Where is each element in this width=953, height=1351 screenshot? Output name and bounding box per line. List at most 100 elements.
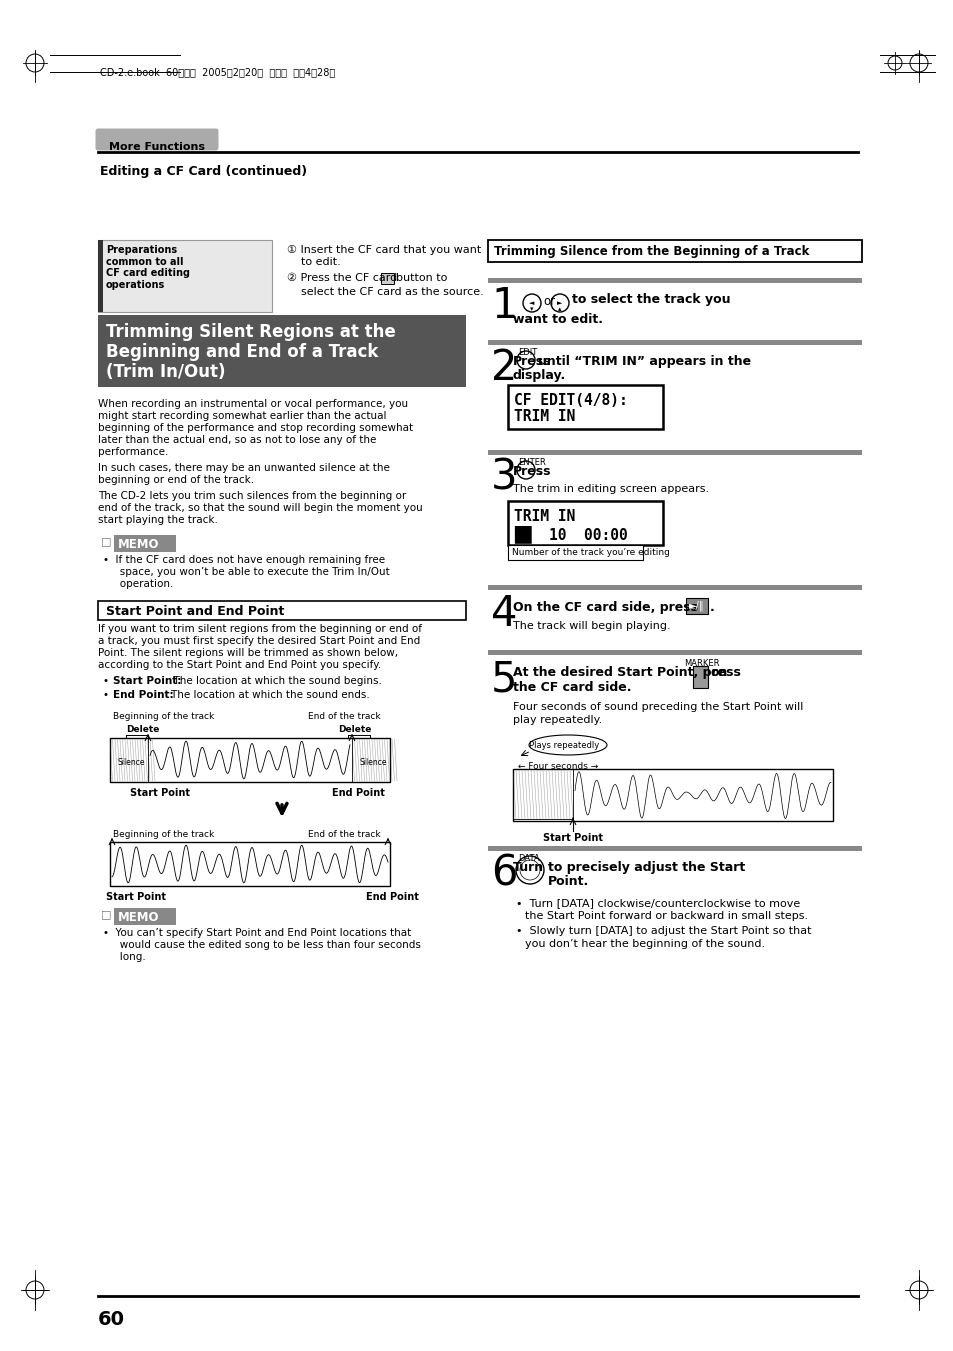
Text: The track will begin playing.: The track will begin playing. (513, 621, 670, 631)
Bar (110, 738, 148, 782)
Text: Press: Press (513, 465, 551, 478)
Text: The location at which the sound ends.: The location at which the sound ends. (158, 690, 370, 700)
Text: ENTER: ENTER (517, 458, 545, 467)
Text: Point.: Point. (547, 875, 589, 888)
Bar (507, 385, 662, 430)
Text: 1: 1 (491, 285, 517, 327)
Bar (507, 501, 662, 544)
Text: beginning or end of the track.: beginning or end of the track. (98, 476, 253, 485)
Text: •: • (103, 676, 115, 686)
Text: end of the track, so that the sound will begin the moment you: end of the track, so that the sound will… (98, 503, 422, 513)
Text: Silence: Silence (118, 758, 146, 767)
Bar (98, 315, 465, 386)
Text: Delete: Delete (126, 725, 159, 734)
Text: MARKER: MARKER (683, 659, 719, 667)
Text: The location at which the sound begins.: The location at which the sound begins. (167, 676, 381, 686)
Text: Four seconds of sound preceding the Start Point will: Four seconds of sound preceding the Star… (513, 703, 802, 712)
Text: select the CF card as the source.: select the CF card as the source. (287, 286, 483, 297)
Text: DATA: DATA (517, 854, 539, 863)
Text: the Start Point forward or backward in small steps.: the Start Point forward or backward in s… (524, 911, 807, 921)
Text: •: • (103, 690, 115, 700)
Text: Plays repeatedly: Plays repeatedly (529, 740, 598, 750)
Text: beginning of the performance and stop recording somewhat: beginning of the performance and stop re… (98, 423, 413, 434)
Bar (98, 240, 272, 312)
Text: If you want to trim silent regions from the beginning or end of: If you want to trim silent regions from … (98, 624, 421, 634)
Text: CF EDIT(4/8):: CF EDIT(4/8): (514, 393, 627, 408)
Text: a track, you must first specify the desired Start Point and End: a track, you must first specify the desi… (98, 636, 420, 646)
Text: ►: ► (557, 300, 562, 305)
Text: •  If the CF card does not have enough remaining free: • If the CF card does not have enough re… (103, 555, 385, 565)
Bar (488, 585, 862, 590)
Text: .: . (709, 601, 714, 613)
Text: •  Turn [DATA] clockwise/counterclockwise to move: • Turn [DATA] clockwise/counterclockwise… (516, 898, 800, 908)
Text: On the CF card side, press: On the CF card side, press (513, 601, 698, 613)
Text: 2: 2 (491, 347, 517, 389)
Text: Trimming Silent Regions at the: Trimming Silent Regions at the (106, 323, 395, 340)
Text: Trimming Silence from the Beginning of a Track: Trimming Silence from the Beginning of a… (494, 245, 808, 258)
Text: would cause the edited song to be less than four seconds: would cause the edited song to be less t… (110, 940, 420, 950)
Bar (98, 535, 175, 553)
Text: (Trim In/Out): (Trim In/Out) (106, 363, 225, 381)
Bar (513, 769, 832, 821)
Text: End Point: End Point (366, 892, 418, 902)
Text: CD-2.e.book  60ページ  2005年2月20日  日曜日  午後4時28分: CD-2.e.book 60ページ 2005年2月20日 日曜日 午後4時28分 (100, 68, 335, 77)
Bar (488, 846, 862, 851)
Text: Preparations
common to all
CF card editing
operations: Preparations common to all CF card editi… (106, 245, 190, 290)
Text: according to the Start Point and End Point you specify.: according to the Start Point and End Poi… (98, 661, 381, 670)
Text: End of the track: End of the track (308, 712, 380, 721)
Text: 5: 5 (491, 658, 517, 700)
Bar (352, 738, 390, 782)
Bar (488, 278, 862, 282)
Text: display.: display. (513, 369, 566, 382)
Text: The trim in editing screen appears.: The trim in editing screen appears. (513, 484, 708, 494)
Text: you don’t hear the beginning of the sound.: you don’t hear the beginning of the soun… (524, 939, 764, 948)
Text: Beginning and End of a Track: Beginning and End of a Track (106, 343, 378, 361)
Text: 4: 4 (491, 593, 517, 635)
Text: MEMO: MEMO (118, 538, 159, 551)
Text: play repeatedly.: play repeatedly. (513, 715, 601, 725)
Text: to select the track you: to select the track you (572, 293, 730, 305)
Text: 6: 6 (491, 852, 517, 894)
Text: until “TRIM IN” appears in the: until “TRIM IN” appears in the (537, 355, 750, 367)
Text: might start recording somewhat earlier than the actual: might start recording somewhat earlier t… (98, 411, 386, 422)
Text: 60: 60 (98, 1310, 125, 1329)
Text: long.: long. (110, 952, 146, 962)
Text: space, you won’t be able to execute the Trim In/Out: space, you won’t be able to execute the … (110, 567, 390, 577)
Bar (685, 598, 707, 613)
Text: □: □ (101, 536, 112, 546)
Text: □: □ (101, 909, 112, 919)
Text: 3: 3 (491, 457, 517, 499)
Text: Editing a CF Card (continued): Editing a CF Card (continued) (100, 165, 307, 178)
Bar (98, 908, 113, 925)
Text: TRIM IN: TRIM IN (514, 409, 575, 424)
FancyBboxPatch shape (95, 128, 218, 150)
Text: ▴: ▴ (558, 305, 561, 312)
Text: Start Point:: Start Point: (112, 676, 181, 686)
Text: •  Slowly turn [DATA] to adjust the Start Point so that: • Slowly turn [DATA] to adjust the Start… (516, 925, 811, 936)
Text: start playing the track.: start playing the track. (98, 515, 217, 526)
Text: At the desired Start Point, press: At the desired Start Point, press (513, 666, 740, 680)
Text: End Point:: End Point: (112, 690, 173, 700)
Bar (488, 340, 862, 345)
Text: In such cases, there may be an unwanted silence at the: In such cases, there may be an unwanted … (98, 463, 390, 473)
Text: Beginning of the track: Beginning of the track (112, 830, 214, 839)
Text: performance.: performance. (98, 447, 168, 457)
Text: The CD-2 lets you trim such silences from the beginning or: The CD-2 lets you trim such silences fro… (98, 490, 406, 501)
Bar (380, 273, 394, 284)
Bar (513, 769, 573, 819)
Text: •  You can’t specify Start Point and End Point locations that: • You can’t specify Start Point and End … (103, 928, 411, 938)
Text: Delete: Delete (337, 725, 371, 734)
Bar (98, 601, 465, 620)
Text: Start Point: Start Point (130, 788, 190, 798)
Text: Beginning of the track: Beginning of the track (112, 712, 214, 721)
Text: on: on (710, 666, 727, 680)
Text: More Functions: More Functions (109, 142, 205, 153)
Text: End of the track: End of the track (308, 830, 380, 839)
Text: ▾: ▾ (530, 305, 533, 312)
Bar (488, 240, 862, 262)
Text: When recording an instrumental or vocal performance, you: When recording an instrumental or vocal … (98, 399, 408, 409)
Text: to precisely adjust the Start: to precisely adjust the Start (547, 861, 744, 874)
Text: Point. The silent regions will be trimmed as shown below,: Point. The silent regions will be trimme… (98, 648, 397, 658)
Text: Press: Press (513, 355, 551, 367)
Text: want to edit.: want to edit. (513, 313, 602, 326)
